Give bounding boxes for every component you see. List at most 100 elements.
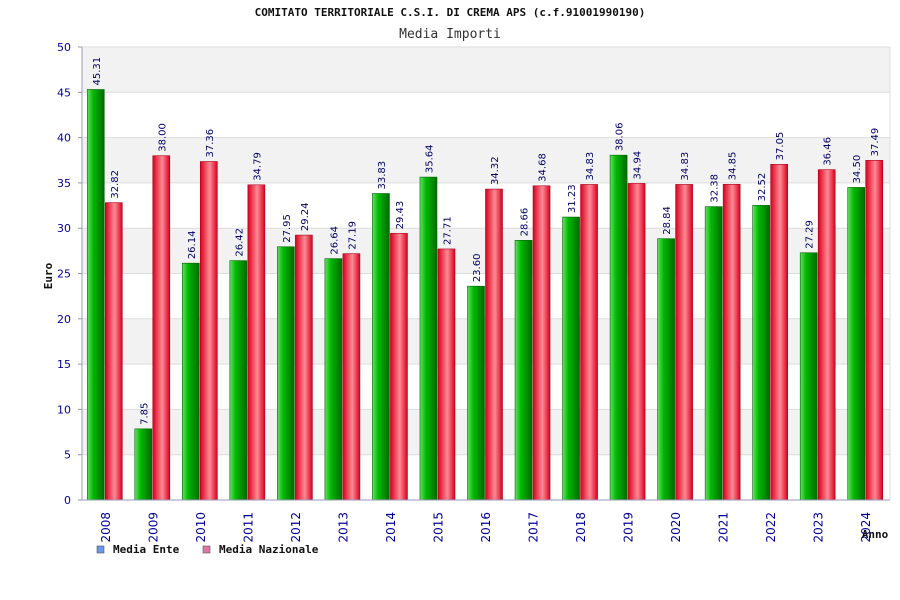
data-label: 34.50 (852, 155, 863, 184)
data-label: 34.85 (728, 152, 739, 181)
bar-ente-2013 (324, 258, 343, 501)
x-axis-title: Anno (862, 528, 889, 541)
data-label: 27.29 (805, 220, 816, 249)
axes (78, 46, 891, 501)
bar-nazionale-2014 (390, 233, 408, 501)
y-tick-label: 10 (57, 403, 71, 416)
data-label: 32.38 (710, 174, 721, 203)
x-tick-label: 2012 (289, 512, 303, 543)
legend: Media Ente Media Nazionale (96, 543, 319, 556)
data-label: 34.83 (680, 152, 691, 181)
chart-title: COMITATO TERRITORIALE C.S.I. DI CREMA AP… (255, 6, 646, 19)
data-label: 31.23 (567, 184, 578, 213)
data-label: 28.66 (520, 208, 531, 237)
bar-nazionale-2017 (532, 185, 551, 501)
data-label: 38.00 (157, 123, 168, 152)
legend-label-1: Media Nazionale (219, 543, 319, 556)
x-tick-label: 2011 (241, 512, 255, 543)
data-label: 27.71 (442, 216, 453, 245)
bar-ente-2011 (229, 260, 248, 501)
bar-nazionale-2022 (770, 164, 788, 501)
bar-ente-2020 (657, 238, 675, 501)
data-label: 33.83 (377, 161, 388, 190)
data-label: 32.52 (757, 173, 768, 202)
x-tick-label: 2023 (812, 512, 826, 543)
bar-ente-2010 (182, 262, 200, 501)
y-tick-label: 50 (57, 41, 71, 54)
data-label: 26.42 (234, 228, 245, 257)
data-label: 28.84 (662, 206, 673, 235)
data-label: 7.85 (139, 403, 150, 425)
bar-ente-2023 (799, 252, 818, 501)
y-tick-label: 5 (64, 449, 71, 462)
bar-ente-2015 (419, 176, 438, 501)
bar-nazionale-2020 (675, 184, 693, 501)
data-label: 36.46 (823, 137, 834, 166)
grid-band-8 (82, 92, 890, 138)
y-tick-label: 45 (57, 86, 71, 99)
chart-subtitle: Media Importi (399, 27, 501, 42)
bar-nazionale-2016 (485, 188, 503, 501)
bar-nazionale-2009 (152, 155, 171, 501)
x-tick-label: 2019 (622, 512, 636, 543)
y-axis-title: Euro (42, 262, 55, 289)
bar-ente-2024 (847, 187, 866, 501)
x-tick-label: 2010 (194, 512, 208, 543)
data-label: 26.14 (187, 231, 198, 260)
bar-nazionale-2010 (200, 161, 218, 501)
y-tick-label: 20 (57, 313, 71, 326)
x-tick-label: 2008 (99, 512, 113, 543)
bars (86, 89, 884, 501)
x-tick-label: 2013 (336, 512, 350, 543)
bar-ente-2019 (609, 154, 628, 501)
data-label: 45.31 (92, 57, 103, 86)
x-tick-labels: 2008 2009 2010 2011 2012 2013 2014 2015 2016 2017… (99, 512, 873, 543)
bar-nazionale-2015 (437, 248, 456, 501)
data-label: 27.95 (282, 214, 293, 243)
x-tick-label: 2020 (669, 512, 683, 543)
data-label: 26.64 (329, 226, 340, 255)
x-tick-label: 2016 (479, 512, 493, 543)
legend-swatch-1 (202, 545, 211, 554)
x-tick-label: 2015 (431, 512, 445, 543)
data-label: 35.64 (424, 144, 435, 173)
bar-nazionale-2023 (817, 169, 836, 501)
bar-ente-2021 (704, 206, 723, 501)
x-tick-label: 2018 (574, 512, 588, 543)
data-label: 34.68 (538, 153, 549, 182)
y-tick-label: 25 (57, 268, 71, 281)
bar-ente-2012 (277, 246, 295, 501)
bar-nazionale-2018 (580, 184, 598, 501)
bar-nazionale-2008 (104, 202, 123, 501)
x-tick-label: 2021 (717, 512, 731, 543)
data-label: 27.19 (347, 221, 358, 250)
data-label: 37.36 (205, 129, 216, 158)
grid-band-9 (82, 47, 890, 93)
x-tick-label: 2017 (527, 512, 541, 543)
y-tick-label: 0 (64, 494, 71, 507)
data-label: 29.43 (395, 201, 406, 230)
data-label: 38.06 (615, 123, 626, 152)
bar-nazionale-2011 (247, 184, 266, 501)
bar-ente-2017 (514, 240, 533, 501)
bar-nazionale-2012 (295, 234, 313, 501)
y-tick-label: 30 (57, 222, 71, 235)
y-tick-label: 40 (57, 132, 71, 145)
legend-label-0: Media Ente (113, 543, 180, 556)
data-label: 37.05 (775, 132, 786, 161)
legend-swatch-0 (96, 545, 105, 554)
data-label: 32.82 (110, 170, 121, 199)
bar-nazionale-2013 (342, 253, 361, 501)
bar-nazionale-2019 (627, 183, 646, 501)
x-tick-label: 2014 (384, 512, 398, 543)
bar-ente-2018 (562, 216, 580, 501)
x-tick-label: 2009 (146, 512, 160, 543)
bar-nazionale-2021 (722, 183, 741, 501)
bar-ente-2008 (86, 89, 105, 501)
data-labels: 45.31 32.82 7.85 38.00 26.14 37.36 26.42 34.79 2… (92, 57, 881, 425)
bar-ente-2022 (752, 205, 770, 501)
y-tick-label: 35 (57, 177, 71, 190)
bar-ente-2014 (372, 193, 390, 501)
data-label: 34.79 (252, 152, 263, 181)
data-label: 34.94 (633, 151, 644, 180)
